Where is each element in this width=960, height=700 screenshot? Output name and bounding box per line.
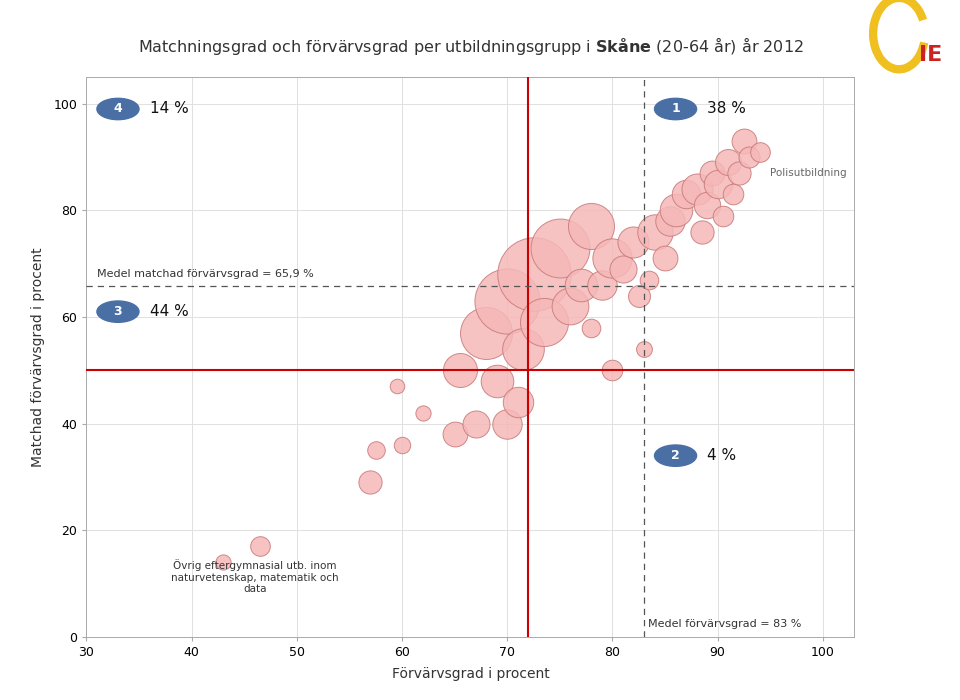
Text: Polisutbildning: Polisutbildning [770,168,847,178]
Point [679,189,694,200]
Text: 44 %: 44 % [150,304,188,319]
Point [668,204,684,216]
Point [395,440,410,451]
Point [631,290,646,301]
Point [710,178,726,189]
Point [215,556,230,568]
Point [694,226,709,237]
Circle shape [655,98,697,120]
Point [705,167,720,178]
Text: Medel förvärvsgrad = 83 %: Medel förvärvsgrad = 83 % [648,619,802,629]
Point [741,151,756,162]
X-axis label: Förvärvsgrad i procent: Förvärvsgrad i procent [392,667,549,681]
Point [416,407,431,419]
Text: 4 %: 4 % [708,448,736,463]
Point [641,274,657,286]
Y-axis label: Matchad förvärvsgrad i procent: Matchad förvärvsgrad i procent [31,247,45,467]
Text: 4: 4 [113,102,122,116]
Point [252,540,268,552]
Point [552,242,567,253]
Point [594,279,610,290]
Point [447,428,463,440]
Point [499,295,515,307]
Text: Övrig eftergymnasial utb. inom
naturvetenskap, matematik och
data: Övrig eftergymnasial utb. inom naturvete… [171,559,339,594]
Point [584,322,599,333]
Point [537,316,552,328]
Point [499,418,515,429]
Circle shape [97,301,139,322]
Point [584,220,599,232]
Point [489,375,504,386]
Point [662,216,678,227]
Point [478,328,493,339]
Point [363,477,378,488]
Point [626,237,641,248]
Point [573,279,588,290]
Point [658,253,673,264]
Point [689,183,705,195]
Point [647,226,662,237]
Point [736,135,752,146]
Text: 38 %: 38 % [708,102,746,116]
Point [389,381,404,392]
Point [605,253,620,264]
Text: IE: IE [920,45,943,64]
Text: 3: 3 [113,305,122,318]
Circle shape [97,98,139,120]
Point [636,344,652,355]
Point [605,365,620,376]
Text: 1: 1 [671,102,680,116]
Point [720,157,735,168]
Circle shape [655,445,697,466]
Point [516,344,531,355]
Text: 14 %: 14 % [150,102,188,116]
Point [731,167,746,178]
Point [715,210,731,221]
Point [452,365,468,376]
Point [510,397,525,408]
Point [563,301,578,312]
Point [700,199,715,211]
Point [752,146,767,158]
Text: 2: 2 [671,449,680,462]
Point [615,263,631,274]
Text: Medel matchad förvärvsgrad = 65,9 %: Medel matchad förvärvsgrad = 65,9 % [97,269,314,279]
Point [726,189,741,200]
Point [526,269,541,280]
Title: Matchningsgrad och förvärvsgrad per utbildningsgrupp i $\mathbf{Skåne}$ (20-64 å: Matchningsgrad och förvärvsgrad per utbi… [137,35,804,57]
Point [368,444,383,456]
Point [468,418,483,429]
